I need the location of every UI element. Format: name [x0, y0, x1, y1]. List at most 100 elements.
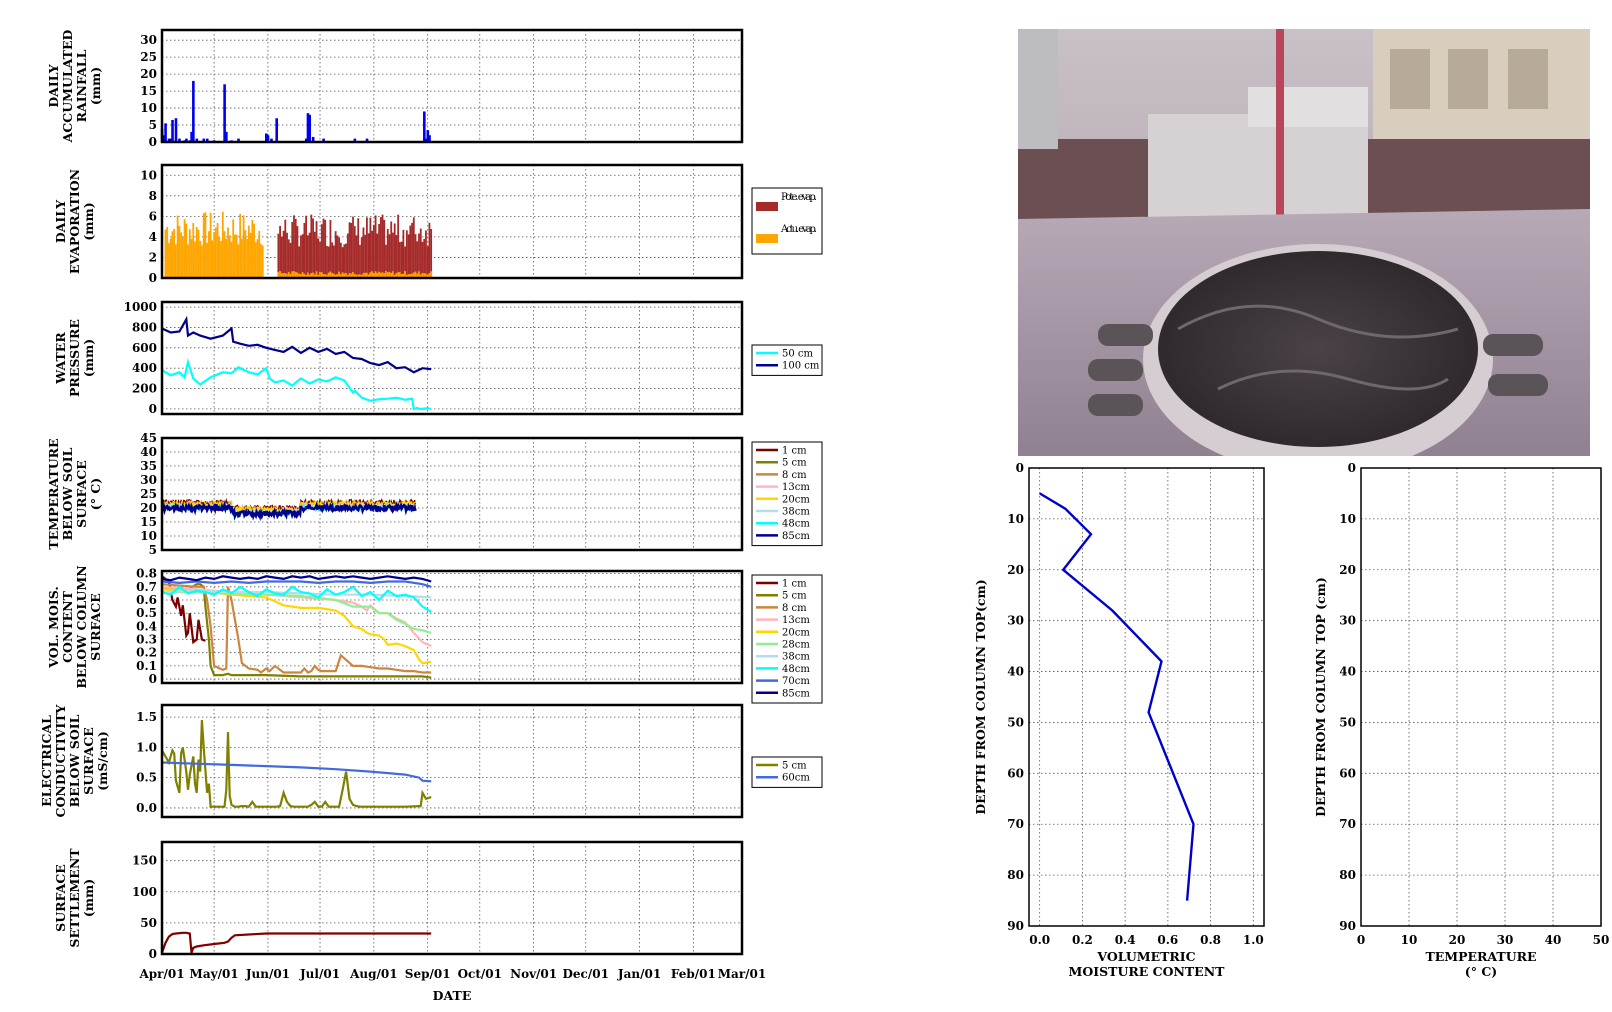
potential-evap-bar	[333, 245, 335, 278]
vmc-series-line	[162, 590, 432, 634]
y-tick-label: 40	[140, 445, 157, 459]
actual-evap-bar	[301, 272, 304, 278]
actual-evap-bar	[336, 273, 339, 278]
potential-evap-bar	[416, 241, 419, 278]
actual-evap-bar	[397, 272, 400, 278]
potential-evap-bar	[303, 222, 306, 278]
y-tick-label: 50	[1007, 715, 1024, 729]
actual-evap-bar	[286, 273, 288, 278]
x-tick-label: Nov/01	[510, 967, 557, 981]
x-tick-label: 20	[1449, 933, 1466, 947]
potential-evap-bar	[326, 245, 328, 278]
legend-entry: 1 cm	[782, 579, 807, 590]
y-tick-label: 4	[149, 230, 157, 244]
x-tick-label: 0.8	[1200, 933, 1221, 947]
potential-evap-bar	[404, 246, 407, 278]
y-tick-label: 80	[1339, 868, 1356, 882]
rain-bar	[264, 133, 268, 142]
y-tick-label: 600	[132, 341, 157, 355]
wp-series-line	[161, 357, 432, 411]
y-axis-label: (mm)	[81, 879, 96, 917]
y-tick-label: 6	[149, 209, 157, 223]
actual-evap-bar	[353, 273, 356, 278]
y-tick-label: 800	[132, 320, 157, 334]
y-tick-label: 0	[149, 672, 157, 686]
rain-bar	[266, 135, 270, 142]
actual-evap-bar	[180, 232, 183, 278]
rain-bar	[190, 131, 193, 142]
actual-evap-bar	[287, 271, 290, 278]
potential-evap-bar	[298, 246, 301, 278]
actual-evap-bar	[369, 272, 372, 278]
potential-evap-bar	[348, 222, 351, 278]
actual-evap-bar	[213, 232, 215, 278]
actual-evap-bar	[343, 273, 346, 278]
legend-swatch	[756, 202, 778, 211]
y-tick-label: 10	[140, 101, 157, 115]
actual-evap-bar	[239, 213, 242, 278]
actual-evap-bar	[190, 238, 193, 278]
panel-vmc: 00.10.20.30.40.50.60.70.8 VOL. MOIS. CONTE…	[46, 565, 823, 704]
legend-swatch	[756, 234, 778, 243]
potential-evap-bar	[345, 243, 347, 278]
y-tick-label: 90	[1339, 919, 1356, 933]
potential-evap-bar	[379, 217, 382, 278]
actual-evap-bar	[220, 241, 222, 278]
y-tick-label: 0.0	[136, 801, 157, 815]
actual-evap-bar	[416, 273, 419, 278]
potential-evap-bar	[360, 237, 363, 278]
potential-evap-bar	[317, 238, 320, 278]
actual-evap-bar	[312, 272, 314, 278]
potential-evap-bar	[306, 235, 309, 278]
actual-evap-bar	[183, 219, 186, 278]
y-tick-label: 0.1	[136, 659, 157, 673]
potential-evap-bar	[322, 218, 325, 278]
actual-evap-bar	[164, 229, 167, 278]
panel-profile-temp: 0 10 20 30 40 50 0 10 20 30 40 50 60 70 80 90 DEPTH FROM…	[1313, 461, 1609, 979]
actual-evap-bar	[405, 274, 408, 278]
actual-evap-bar	[317, 274, 320, 278]
panel-profile-vmc: 0.0 0.2 0.4 0.6 0.8 1.0 0 10 20 30 40 50 60 70 80 90 DEP…	[973, 461, 1265, 979]
settle-series-line	[160, 931, 432, 954]
actual-evap-bar	[306, 272, 309, 278]
legend-entry: 13cm	[782, 482, 810, 493]
legend-entry: 8 cm	[782, 603, 807, 614]
y-tick-label: 30	[140, 33, 157, 47]
y-axis-label: SURFACE	[81, 727, 96, 795]
y-tick-label: 8	[149, 189, 157, 203]
actual-evap-bar	[374, 271, 377, 278]
actual-evap-bar	[279, 270, 281, 278]
x-tick-label: Jan/01	[617, 967, 661, 981]
potential-evap-bar	[357, 218, 360, 278]
x-axis-label: VOLUMETRIC	[1096, 949, 1195, 964]
actual-evap-bar	[378, 271, 380, 278]
legend-box	[751, 756, 823, 788]
potential-evap-bar	[286, 232, 288, 278]
legend-entry: 48cm	[782, 519, 810, 530]
y-tick-label: 0.7	[136, 580, 157, 594]
rain-bar	[322, 138, 325, 142]
y-tick-label: 80	[1007, 868, 1024, 882]
legend-entry: 50 cm	[782, 349, 814, 360]
legend-entry: 20cm	[782, 627, 810, 638]
plot-frame	[160, 703, 744, 819]
x-tick-label: Dec/01	[562, 967, 608, 981]
y-tick-label: 45	[140, 431, 157, 445]
actual-evap-bar	[324, 274, 327, 278]
actual-evap-bar	[341, 272, 344, 278]
actual-evap-bar	[390, 272, 393, 278]
potential-evap-bar	[393, 223, 396, 278]
actual-evap-bar	[428, 273, 431, 278]
y-tick-label: 2	[149, 250, 157, 264]
y-tick-label: 50	[140, 916, 157, 930]
y-axis-label: DEPTH FROM COLUMN TOP (cm)	[1313, 577, 1328, 817]
actual-evap-bar	[195, 227, 198, 278]
actual-evap-bar	[247, 225, 250, 278]
x-tick-label: 50	[1593, 933, 1610, 947]
actual-evap-bar	[209, 212, 212, 278]
potential-evap-bar	[341, 247, 344, 278]
x-axis-label: (° C)	[1465, 964, 1497, 979]
actual-evap-bar	[223, 231, 226, 278]
